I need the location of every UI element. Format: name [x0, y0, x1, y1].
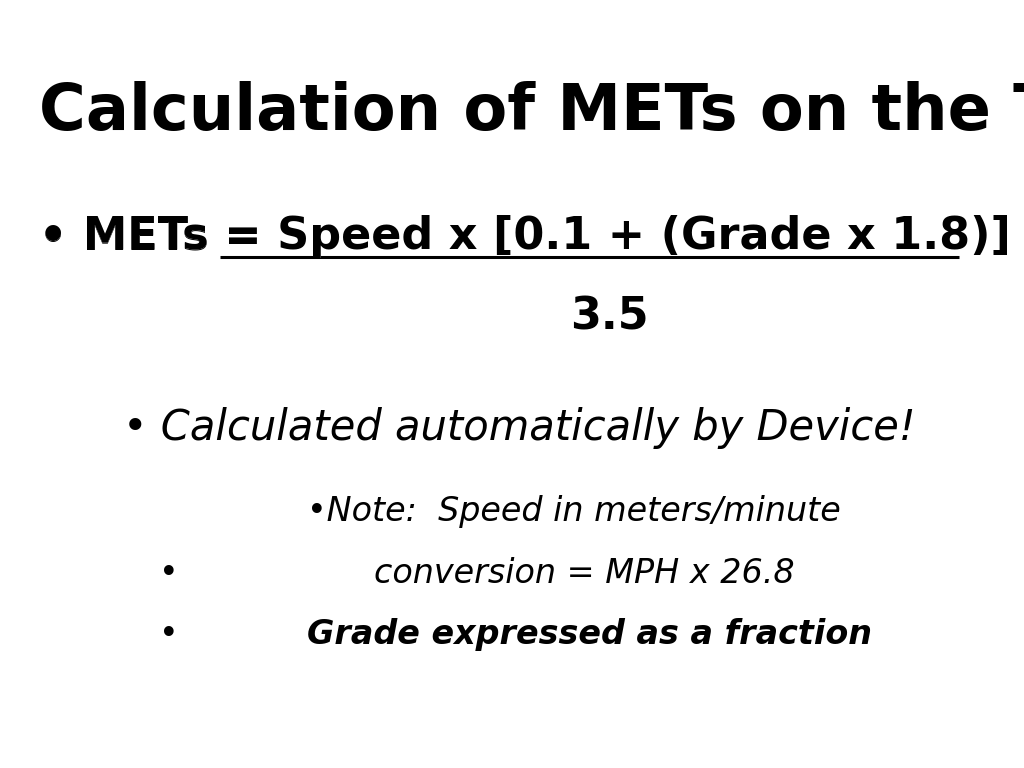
Text: • METs = Speed x [0.1 + (Grade x 1.8)] + 3.5: • METs = Speed x [0.1 + (Grade x 1.8)] +… — [39, 215, 1024, 258]
Text: • METs = Speed x [0.1 + (Grade x 1.8)] + 3.5: • METs = Speed x [0.1 + (Grade x 1.8)] +… — [39, 215, 1024, 258]
Text: •Note:  Speed in meters/minute: •Note: Speed in meters/minute — [307, 495, 841, 528]
Text: Calculation of METs on the Treadmill: Calculation of METs on the Treadmill — [39, 81, 1024, 143]
Text: •: • — [159, 557, 178, 590]
Text: • Calculated automatically by Device!: • Calculated automatically by Device! — [123, 407, 915, 449]
Text: Grade expressed as a fraction: Grade expressed as a fraction — [307, 618, 872, 651]
Text: • METs =: • METs = — [39, 215, 278, 258]
Text: conversion = MPH x 26.8: conversion = MPH x 26.8 — [374, 557, 795, 590]
Text: •: • — [159, 618, 178, 651]
Text: 3.5: 3.5 — [570, 296, 648, 339]
